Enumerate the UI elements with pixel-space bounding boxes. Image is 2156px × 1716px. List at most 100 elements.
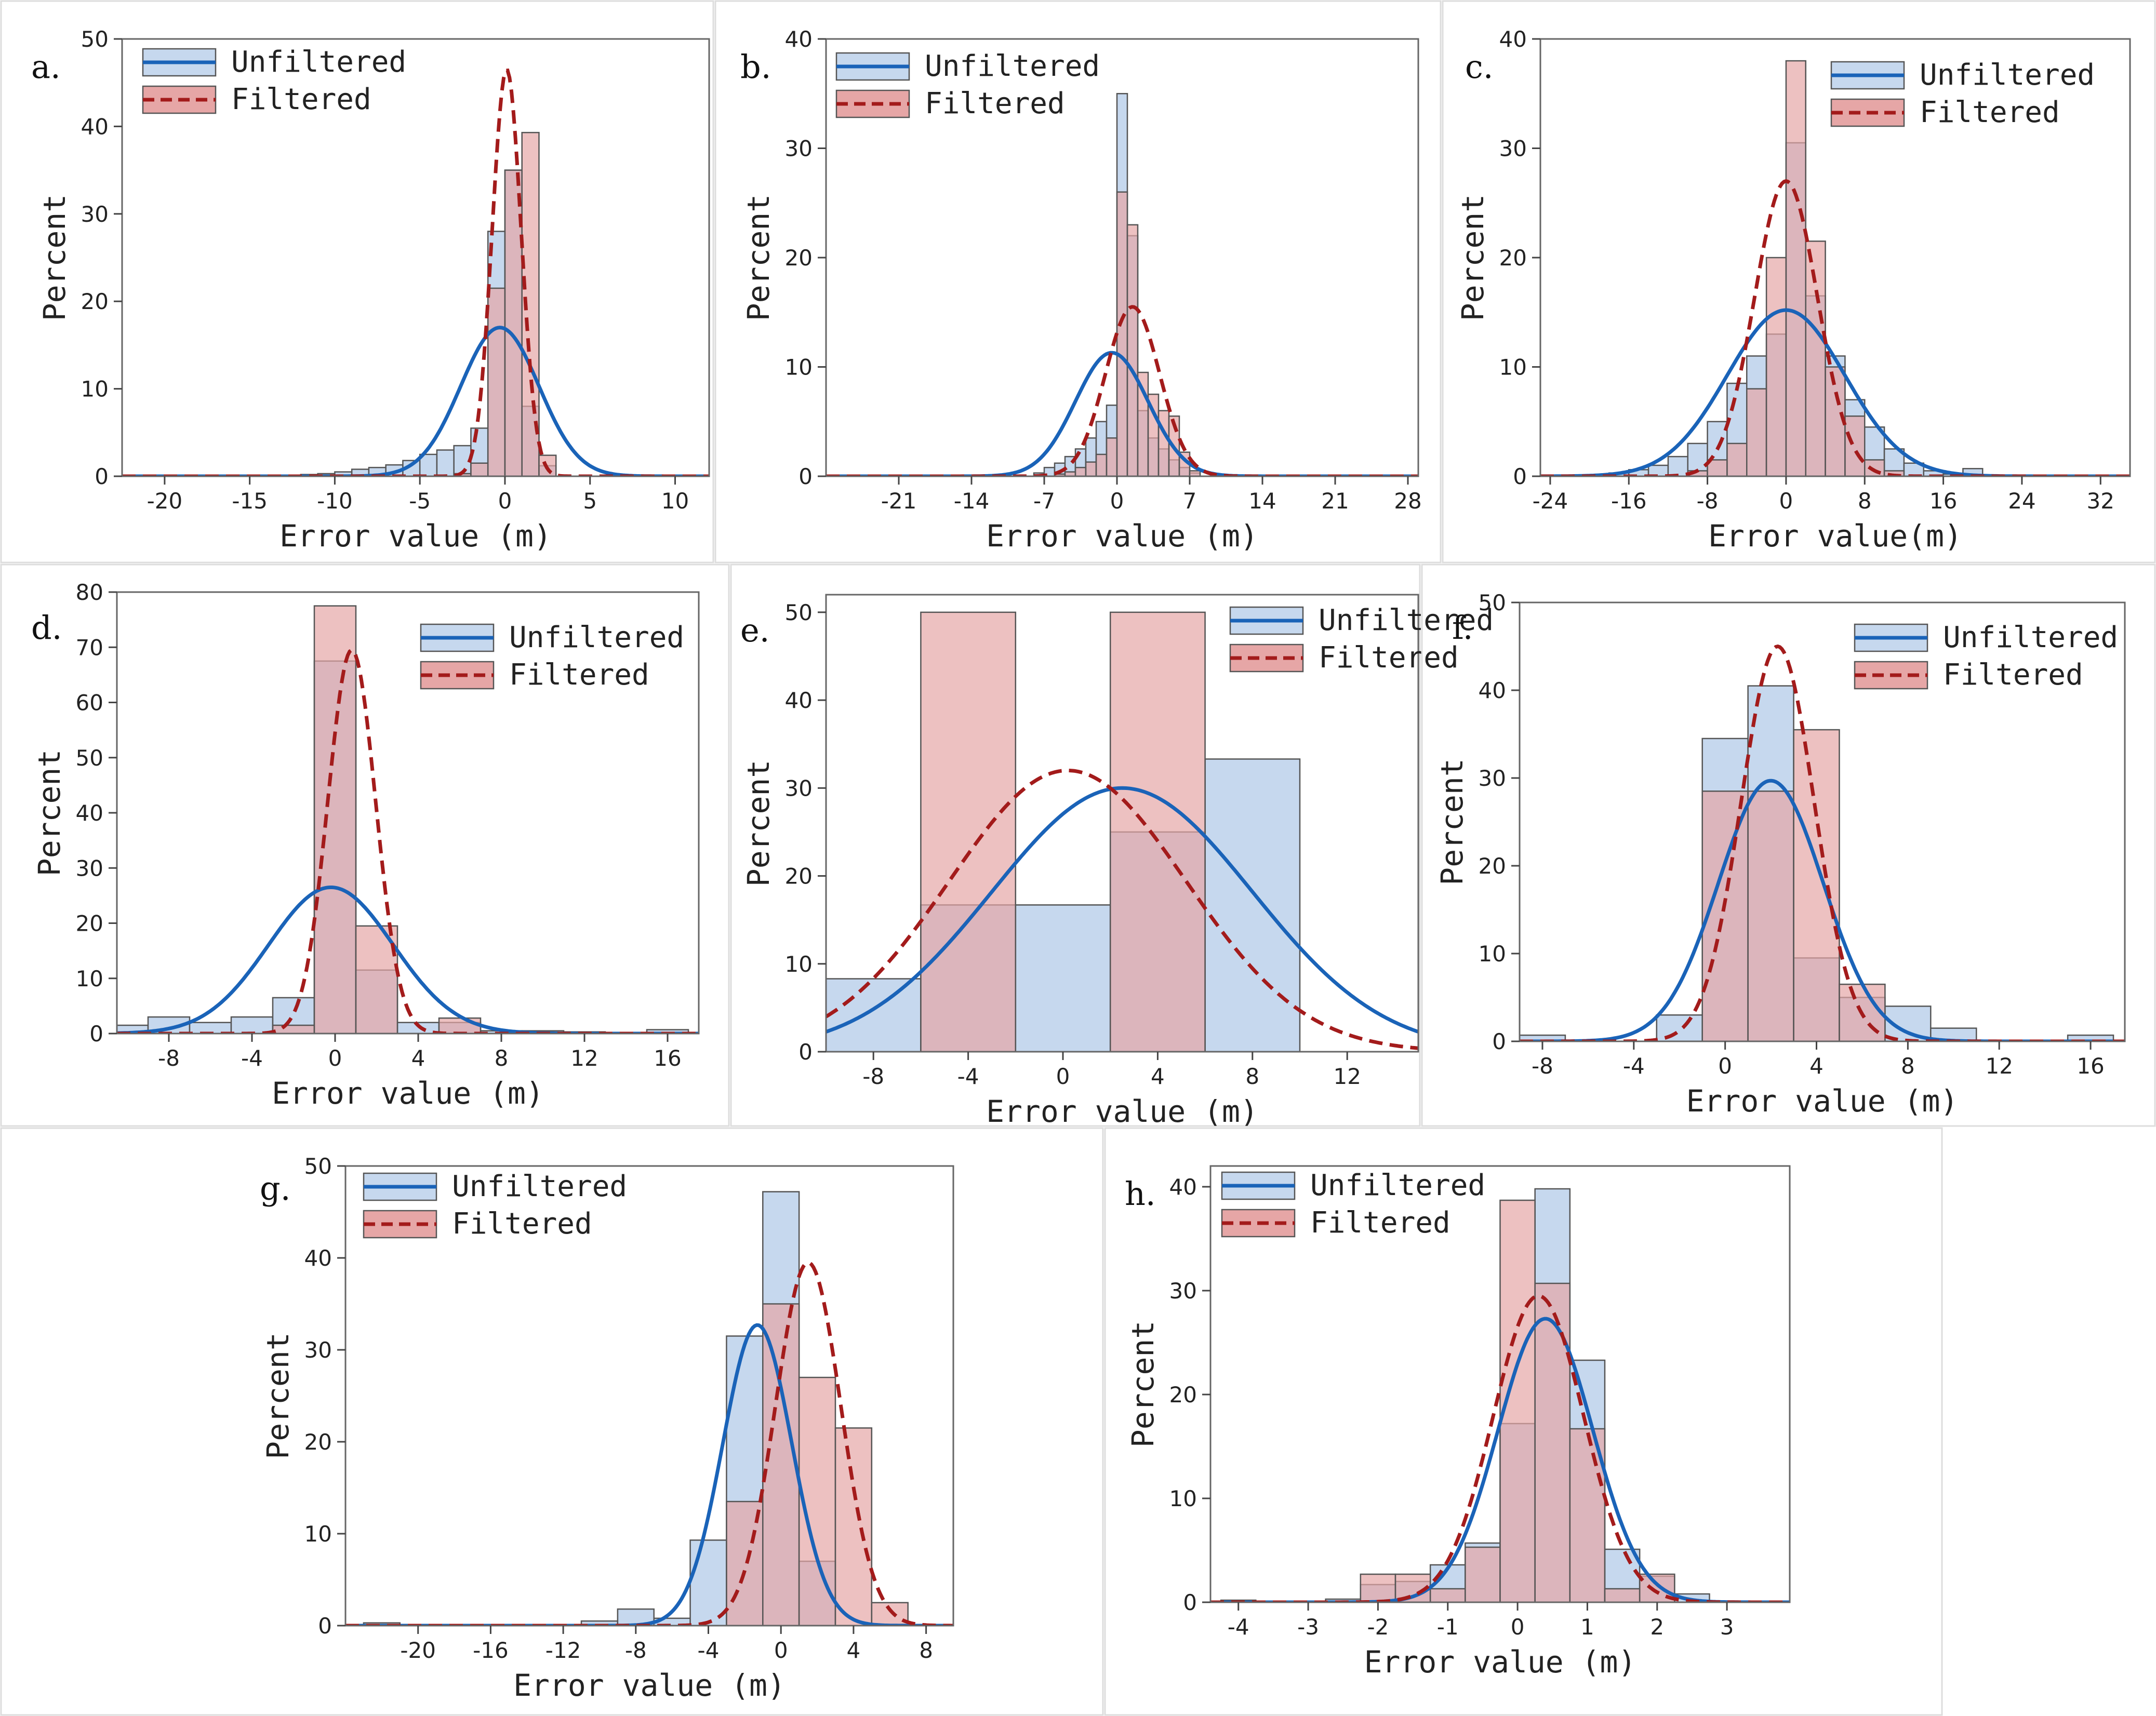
legend: Unfiltered Filtered xyxy=(363,1170,627,1241)
y-tick-label: 40 xyxy=(1169,1174,1197,1200)
x-axis-label: Error value (m) xyxy=(1686,1083,1959,1119)
x-tick-label: 14 xyxy=(1248,488,1276,514)
bar-filtered xyxy=(1429,1588,1466,1602)
y-tick-label: 10 xyxy=(1479,941,1506,967)
bar-filtered xyxy=(1765,257,1787,476)
bar-filtered xyxy=(1106,437,1118,476)
plot-frame xyxy=(825,594,1419,1053)
x-tick-label: -8 xyxy=(1532,1053,1553,1079)
y-tick-label: 0 xyxy=(1513,464,1527,489)
x-tick-label: 32 xyxy=(2087,488,2114,514)
y-tick-label: 40 xyxy=(1479,678,1506,703)
y-tick-label: 70 xyxy=(76,635,103,660)
x-tick-label: -7 xyxy=(1033,488,1055,514)
y-tick-label: 20 xyxy=(304,1429,332,1455)
bar-filtered xyxy=(762,1303,800,1626)
bar-filtered xyxy=(438,1017,482,1034)
x-tick-label: 8 xyxy=(495,1045,509,1071)
y-tick-label: 50 xyxy=(81,26,109,52)
x-tick-label: -4 xyxy=(1228,1614,1249,1640)
y-tick-label: 0 xyxy=(798,464,813,489)
bar-filtered xyxy=(1109,611,1206,1052)
bar-filtered xyxy=(1726,443,1748,476)
legend: Unfiltered Filtered xyxy=(142,45,406,116)
y-axis-label: Percent xyxy=(1455,194,1490,321)
x-tick-label: 3 xyxy=(1720,1614,1734,1640)
bar-unfiltered xyxy=(826,978,922,1052)
y-tick-label: 10 xyxy=(81,377,109,402)
bar-filtered xyxy=(1701,790,1749,1041)
panel-frame xyxy=(730,564,1421,1127)
plot-area xyxy=(826,611,1418,1052)
x-axis-label: Error value (m) xyxy=(986,518,1258,554)
y-axis-label: Percent xyxy=(260,1332,296,1459)
x-tick-label: -20 xyxy=(400,1638,436,1663)
curve-unfiltered xyxy=(826,351,1418,476)
panel-a: -20 -15 -10 -5 0 5 10 0 10 20 30 40 50 Error value (m… xyxy=(0,0,714,564)
x-tick-label: 0 xyxy=(1511,1614,1525,1640)
y-axis-label: Percent xyxy=(1434,758,1470,885)
bar-filtered xyxy=(1793,729,1840,1041)
x-tick-label: 16 xyxy=(654,1045,681,1071)
y-tick-label: 40 xyxy=(81,114,109,139)
x-tick-label: -20 xyxy=(147,488,183,514)
y-tick-label: 10 xyxy=(785,951,813,977)
bar-filtered xyxy=(1844,415,1866,476)
x-axis-label: Error value (m) xyxy=(280,518,552,554)
y-tick-label: 10 xyxy=(304,1521,332,1547)
y-tick-label: 20 xyxy=(785,245,813,271)
legend-label-unfiltered: Unfiltered xyxy=(452,1170,627,1203)
x-tick-label: 12 xyxy=(1333,1064,1361,1089)
bar-filtered xyxy=(470,462,489,476)
x-tick-label: 2 xyxy=(1650,1614,1664,1640)
bar-unfiltered xyxy=(1667,455,1689,476)
x-tick-label: 0 xyxy=(328,1045,342,1071)
bar-filtered xyxy=(1499,1199,1536,1602)
x-tick-label: -16 xyxy=(1611,488,1647,514)
curve-unfiltered xyxy=(117,886,699,1034)
legend-label-unfiltered: Unfiltered xyxy=(509,621,684,654)
legend-label-filtered: Filtered xyxy=(231,83,371,116)
y-tick-label: 30 xyxy=(1499,136,1527,162)
panel-frame xyxy=(1421,564,2156,1127)
x-tick-label: -8 xyxy=(862,1064,884,1089)
x-tick-label: -16 xyxy=(473,1638,509,1663)
panel-label: f. xyxy=(1452,609,1473,647)
panel-label: a. xyxy=(31,48,61,86)
legend-label-unfiltered: Unfiltered xyxy=(925,49,1100,83)
x-tick-label: 4 xyxy=(411,1045,425,1071)
y-tick-label: 40 xyxy=(304,1245,332,1271)
x-tick-label: -3 xyxy=(1297,1614,1319,1640)
bar-filtered xyxy=(871,1602,909,1626)
x-tick-label: 0 xyxy=(498,488,512,514)
bar-filtered xyxy=(1747,790,1794,1041)
curve-filtered xyxy=(345,1261,953,1626)
bar-unfiltered xyxy=(646,1029,689,1034)
bar-filtered xyxy=(1360,1573,1396,1602)
plot-frame xyxy=(1209,1165,1791,1603)
panel-frame xyxy=(714,0,1442,564)
panel-label: c. xyxy=(1465,48,1493,86)
panel-g: -20 -16 -12 -8 -4 0 4 8 0 10 20 30 40 50 Error value (… xyxy=(0,1127,1104,1716)
bar-filtered xyxy=(1157,410,1170,476)
legend-label-filtered: Filtered xyxy=(1943,658,2083,692)
bar-unfiltered xyxy=(1204,758,1301,1052)
x-tick-label: -14 xyxy=(954,488,990,514)
legend: Unfiltered Filtered xyxy=(1830,58,2095,129)
legend-label-filtered: Filtered xyxy=(1319,641,1459,675)
x-tick-label: -24 xyxy=(1533,488,1568,514)
bar-filtered xyxy=(1825,366,1846,476)
x-tick-label: 5 xyxy=(583,488,597,514)
x-tick-label: -2 xyxy=(1367,1614,1389,1640)
panel-label: g. xyxy=(260,1170,290,1208)
y-axis-label: Percent xyxy=(741,760,776,887)
x-tick-label: 4 xyxy=(1809,1053,1824,1079)
y-tick-label: 0 xyxy=(1492,1029,1506,1054)
legend: Unfiltered Filtered xyxy=(1229,604,1494,675)
panel-d: -8 -4 0 4 8 12 16 0 10 20 30 40 50 60 70 80 Error value … xyxy=(0,564,730,1127)
legend-label-filtered: Filtered xyxy=(925,87,1065,120)
curve-unfiltered xyxy=(122,326,709,476)
curve-unfiltered xyxy=(1520,779,2125,1041)
y-tick-label: 0 xyxy=(1183,1590,1197,1615)
y-tick-label: 30 xyxy=(785,775,813,801)
